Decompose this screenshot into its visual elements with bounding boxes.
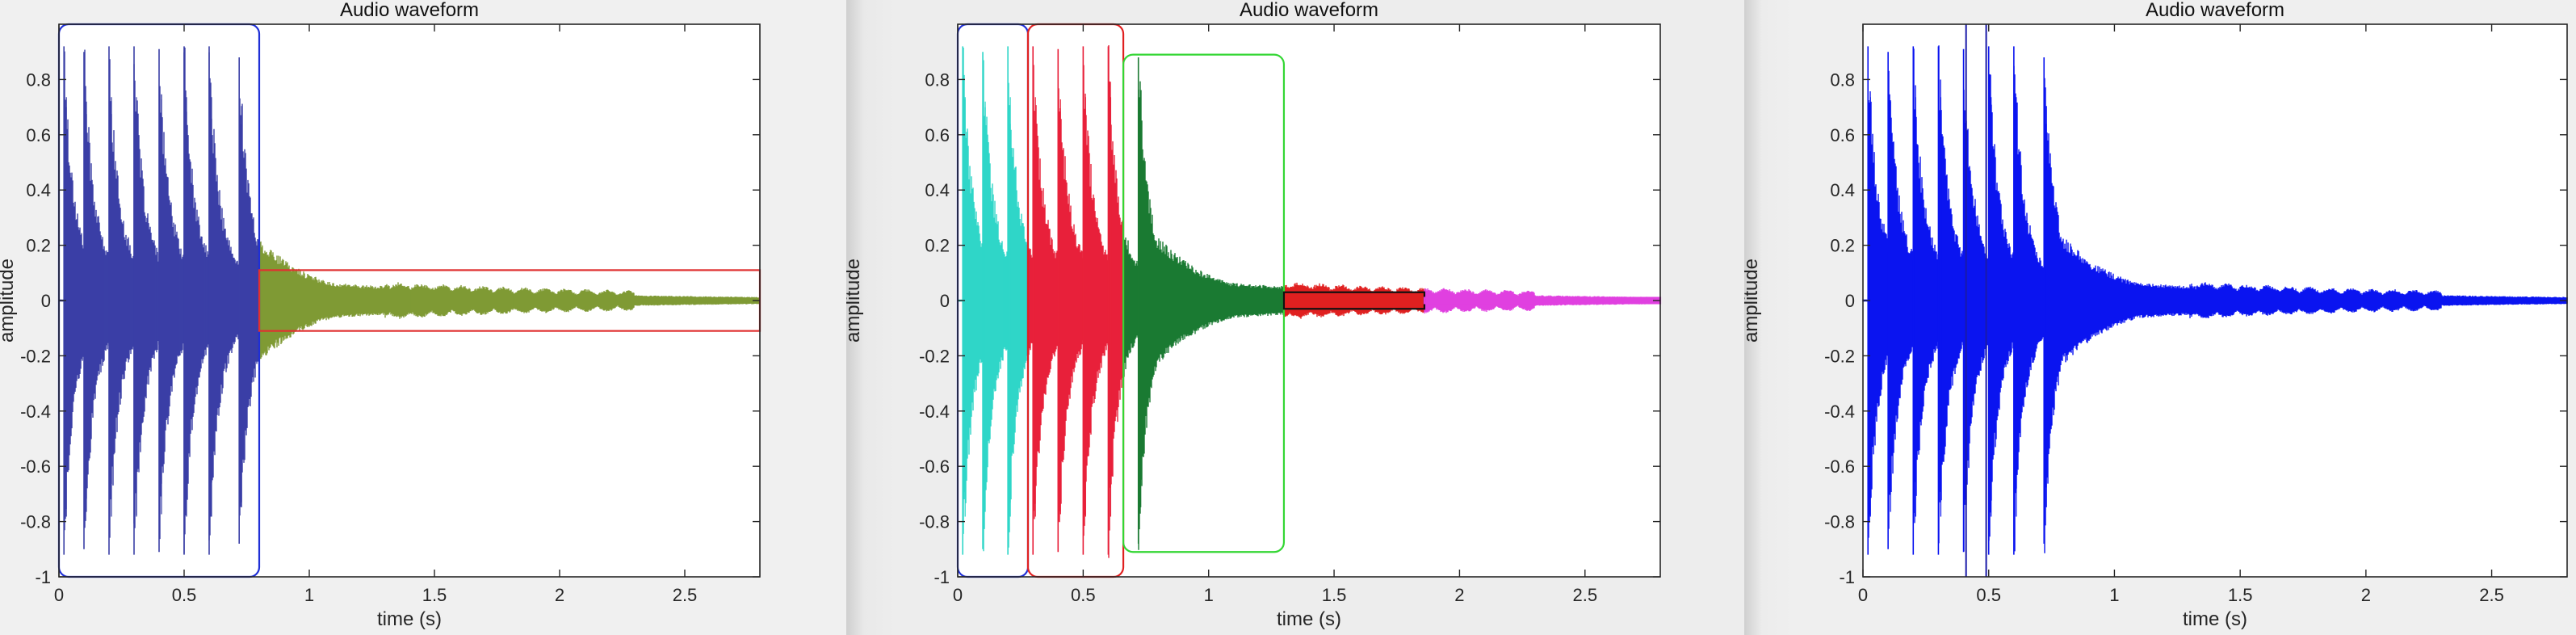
x-axis-label: time (s) bbox=[1277, 608, 1341, 630]
y-tick-label: 0.8 bbox=[1830, 69, 1855, 90]
y-tick-label: 0.6 bbox=[26, 125, 51, 145]
y-axis-label: amplitude bbox=[0, 259, 18, 343]
x-tick-label: 0 bbox=[54, 585, 64, 605]
waveform-chart-1: 0 0.5 1 1.5 2 2.5 -1 -0.8 -0.6 -0.4 -0.2 0 0.2 0.4 0.6… bbox=[0, 0, 761, 630]
y-tick-label: -0.8 bbox=[20, 512, 51, 532]
y-tick-label: -0.6 bbox=[20, 456, 51, 477]
waveform-chart-3: 0 0.5 1 1.5 2 2.5 -1 -0.8 -0.6 -0.4 -0.2 0 0.2 0.4 0.6… bbox=[1744, 0, 2568, 630]
x-tick-label: 0.5 bbox=[172, 585, 197, 605]
x-tick-label: 2.5 bbox=[673, 585, 698, 605]
x-tick-label: 0 bbox=[1858, 585, 1868, 605]
y-tick-label: 0 bbox=[1845, 291, 1855, 311]
x-tick-label: 0.5 bbox=[1071, 585, 1096, 605]
x-tick-label: 1.5 bbox=[422, 585, 447, 605]
y-tick-label: -0.8 bbox=[1824, 512, 1855, 532]
figure-window-1: 0 0.5 1 1.5 2 2.5 -1 -0.8 -0.6 -0.4 -0.2 0 0.2 0.4 0.6… bbox=[0, 0, 846, 635]
y-tick-label: 0.4 bbox=[925, 180, 950, 200]
chart-title: Audio waveform bbox=[340, 0, 479, 21]
y-tick-label: 0.6 bbox=[1830, 125, 1855, 145]
chart-title: Audio waveform bbox=[1240, 0, 1378, 21]
x-axis-label: time (s) bbox=[377, 608, 442, 630]
x-tick-label: 2.5 bbox=[1572, 585, 1597, 605]
x-axis-label: time (s) bbox=[2183, 608, 2247, 630]
x-tick-label: 1 bbox=[304, 585, 314, 605]
y-tick-label: 0 bbox=[940, 291, 950, 311]
y-tick-label: 0.8 bbox=[26, 69, 51, 90]
waveform-series-2 bbox=[259, 241, 761, 360]
x-tick-label: 1 bbox=[2109, 585, 2119, 605]
y-tick-label: -0.4 bbox=[919, 402, 950, 422]
y-tick-label: -0.6 bbox=[1824, 456, 1855, 477]
x-tick-label: 2 bbox=[555, 585, 564, 605]
x-tick-label: 1 bbox=[1204, 585, 1214, 605]
y-tick-label: 0.2 bbox=[925, 236, 950, 256]
y-tick-label: 0.8 bbox=[925, 69, 950, 90]
x-tick-label: 2.5 bbox=[2479, 585, 2504, 605]
y-tick-label: 0.2 bbox=[1830, 236, 1855, 256]
y-tick-label: -1 bbox=[1839, 567, 1855, 587]
figure-window-3: 0 0.5 1 1.5 2 2.5 -1 -0.8 -0.6 -0.4 -0.2 0 0.2 0.4 0.6… bbox=[1744, 0, 2576, 635]
y-tick-label: 0.2 bbox=[26, 236, 51, 256]
y-tick-label: -0.2 bbox=[1824, 346, 1855, 366]
x-tick-label: 2 bbox=[2361, 585, 2371, 605]
y-tick-label: -0.4 bbox=[1824, 402, 1855, 422]
y-tick-label: -0.8 bbox=[919, 512, 950, 532]
y-tick-label: 0.4 bbox=[1830, 180, 1855, 200]
waveform-chart-2: 0 0.5 1 1.5 2 2.5 -1 -0.8 -0.6 -0.4 -0.2 0 0.2 0.4 0.6… bbox=[846, 0, 1662, 630]
y-tick-label: -0.6 bbox=[919, 456, 950, 477]
x-tick-label: 1.5 bbox=[1322, 585, 1347, 605]
chart-title: Audio waveform bbox=[2146, 0, 2284, 21]
y-tick-label: 0 bbox=[41, 291, 51, 311]
figure-window-2: 0 0.5 1 1.5 2 2.5 -1 -0.8 -0.6 -0.4 -0.2 0 0.2 0.4 0.6… bbox=[846, 0, 1744, 635]
y-tick-label: -1 bbox=[35, 567, 51, 587]
x-tick-label: 0 bbox=[953, 585, 963, 605]
y-tick-label: -0.2 bbox=[20, 346, 51, 366]
y-tick-label: -0.2 bbox=[919, 346, 950, 366]
y-tick-label: 0.6 bbox=[925, 125, 950, 145]
y-axis-label: amplitude bbox=[846, 259, 864, 343]
y-axis-label: amplitude bbox=[1744, 259, 1762, 343]
y-tick-label: -0.4 bbox=[20, 402, 51, 422]
y-tick-label: -1 bbox=[933, 567, 950, 587]
x-tick-label: 0.5 bbox=[1976, 585, 2001, 605]
x-tick-label: 1.5 bbox=[2228, 585, 2253, 605]
x-tick-label: 2 bbox=[1454, 585, 1464, 605]
y-tick-label: 0.4 bbox=[26, 180, 51, 200]
